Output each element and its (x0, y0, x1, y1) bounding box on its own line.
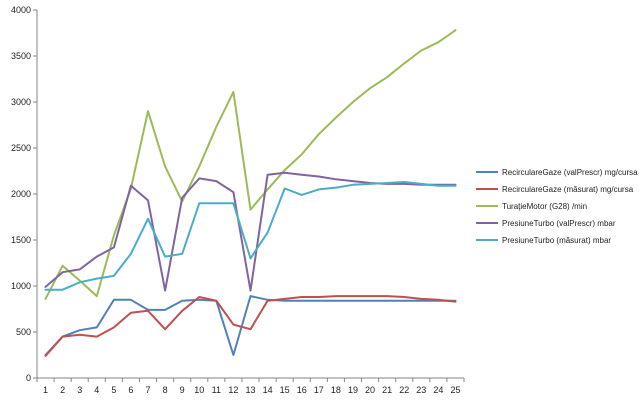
legend-label: RecirculareGaze (valPrescr) mg/cursa (502, 168, 638, 177)
x-tick-label: 9 (180, 385, 185, 395)
y-tick-label: 3000 (11, 97, 31, 107)
y-tick-label: 2000 (11, 189, 31, 199)
series-line-4 (44, 171, 457, 292)
x-tick-label: 3 (77, 385, 82, 395)
x-tick-label: 7 (146, 385, 151, 395)
x-tick-label: 15 (280, 385, 290, 395)
x-tick-label: 5 (111, 385, 116, 395)
x-tick-label: 25 (450, 385, 460, 395)
x-tick-label: 2 (60, 385, 65, 395)
x-tick-label: 10 (194, 385, 204, 395)
x-tick-label: 14 (263, 385, 273, 395)
x-tick-label: 1 (43, 385, 48, 395)
x-tick-label: 6 (128, 385, 133, 395)
y-tick-label: 1500 (11, 235, 31, 245)
y-tick-label: 4000 (11, 5, 31, 15)
legend-label: PresiuneTurbo (măsurat) mbar (502, 236, 611, 245)
series-line-5 (44, 181, 457, 291)
x-tick-label: 16 (297, 385, 307, 395)
x-tick-label: 19 (348, 385, 358, 395)
x-axis-tick-labels: 1 2 3 4 5 6 7 8 9 10 11 12 13 14 15 16 17 18 19 20 21 22 23 24 2… (36, 378, 465, 395)
x-tick-label: 13 (245, 385, 255, 395)
series-line-2 (44, 295, 457, 357)
legend-label: RecirculareGaze (măsurat) mg/cursa (502, 185, 634, 194)
x-tick-label: 20 (365, 385, 375, 395)
y-tick-label: 2500 (11, 143, 31, 153)
legend-label: TuraţieMotor (G28) /min (502, 202, 587, 211)
x-tick-label: 8 (163, 385, 168, 395)
x-tick-label: 4 (94, 385, 99, 395)
x-tick-label: 21 (382, 385, 392, 395)
series-line-1 (44, 295, 457, 356)
x-tick-label: 11 (212, 385, 221, 395)
y-tick-label: 0 (26, 373, 31, 383)
x-tick-label: 18 (331, 385, 341, 395)
y-tick-label: 3500 (11, 51, 31, 61)
y-tick-label: 1000 (11, 281, 31, 291)
x-tick-label: 23 (416, 385, 426, 395)
y-tick-label: 500 (16, 327, 31, 337)
x-tick-label: 12 (228, 385, 238, 395)
chart-axes (36, 10, 464, 379)
legend-label: PresiuneTurbo (valPrescr) mbar (502, 219, 616, 228)
x-tick-label: 22 (399, 385, 409, 395)
legend: RecirculareGaze (valPrescr) mg/cursa Reci… (476, 168, 638, 245)
x-tick-label: 17 (314, 385, 324, 395)
y-axis-tick-labels: 0 500 1000 1500 2000 2500 3000 3500 4000 (11, 5, 37, 383)
series-line-3 (44, 29, 457, 300)
series-lines (44, 29, 457, 357)
x-tick-label: 24 (433, 385, 443, 395)
